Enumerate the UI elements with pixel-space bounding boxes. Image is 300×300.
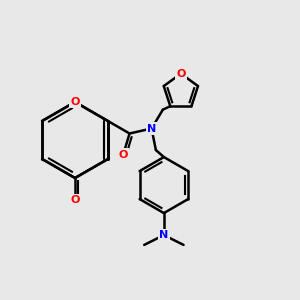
Text: N: N [159, 230, 169, 240]
Text: O: O [118, 150, 128, 160]
Text: N: N [147, 124, 156, 134]
Text: O: O [176, 69, 186, 79]
Text: O: O [70, 195, 80, 205]
Text: O: O [70, 97, 80, 107]
